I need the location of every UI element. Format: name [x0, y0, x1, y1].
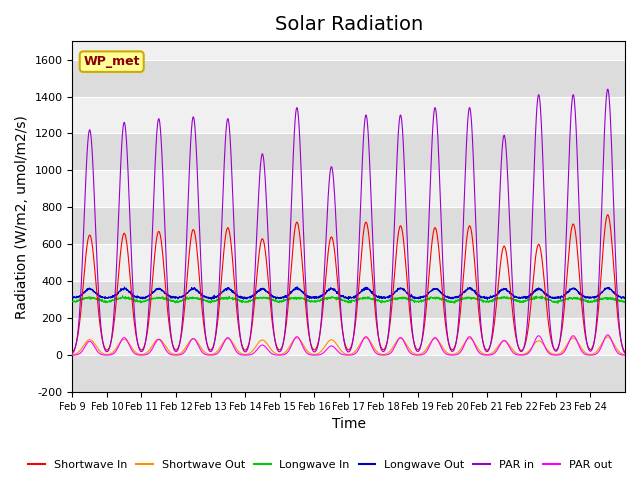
Legend: Shortwave In, Shortwave Out, Longwave In, Longwave Out, PAR in, PAR out: Shortwave In, Shortwave Out, Longwave In… — [24, 456, 616, 474]
Title: Solar Radiation: Solar Radiation — [275, 15, 423, 34]
Bar — [72, 207, 625, 244]
Bar — [72, 60, 625, 96]
X-axis label: Time: Time — [332, 418, 365, 432]
Bar — [72, 355, 625, 392]
Bar — [72, 133, 625, 170]
Text: WP_met: WP_met — [83, 55, 140, 68]
Y-axis label: Radiation (W/m2, umol/m2/s): Radiation (W/m2, umol/m2/s) — [15, 115, 29, 319]
Bar — [72, 281, 625, 318]
